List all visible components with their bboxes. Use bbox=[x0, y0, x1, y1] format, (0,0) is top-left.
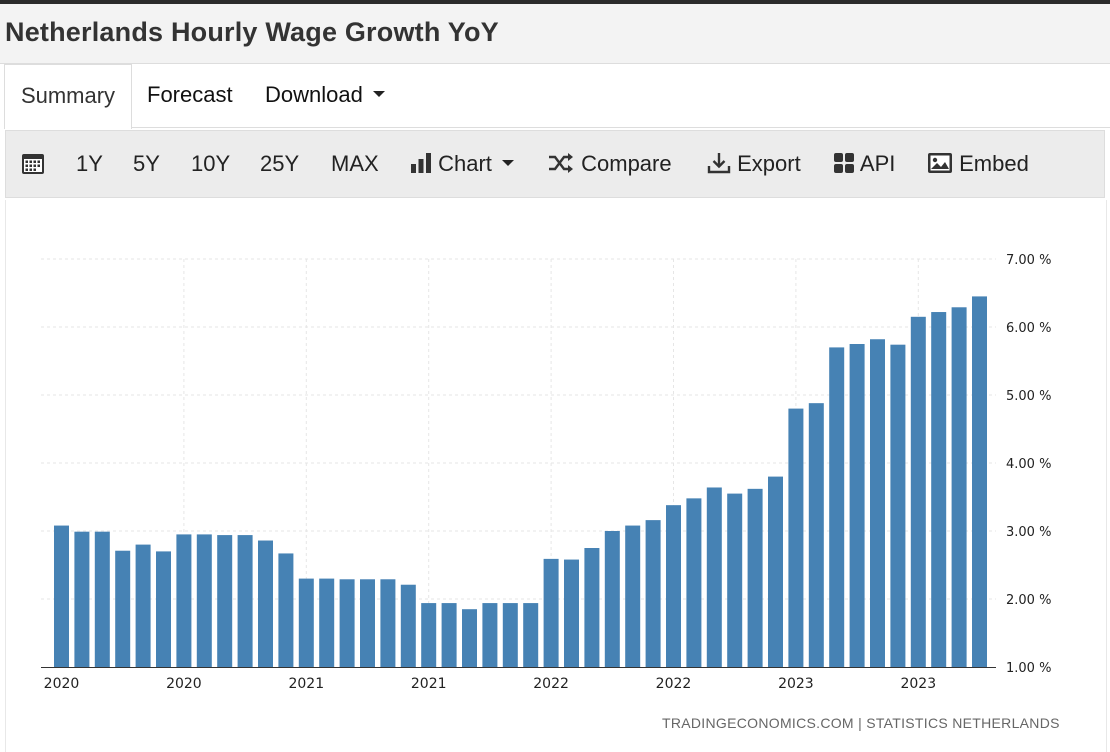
y-tick-label: 3.00 % bbox=[1006, 525, 1051, 540]
image-icon bbox=[928, 153, 952, 174]
bar bbox=[74, 531, 90, 667]
embed-label: Embed bbox=[959, 151, 1029, 176]
x-tick-label: 2023 bbox=[778, 676, 814, 692]
api-label: API bbox=[859, 151, 896, 176]
bar bbox=[951, 307, 967, 667]
bar bbox=[380, 579, 396, 667]
bar bbox=[543, 558, 559, 667]
bar bbox=[421, 603, 437, 667]
bar bbox=[196, 534, 212, 667]
bar bbox=[808, 403, 824, 667]
bar bbox=[523, 603, 539, 667]
export-label: Export bbox=[737, 151, 801, 176]
top-border bbox=[0, 0, 1110, 4]
title-bar: Netherlands Hourly Wage Growth YoY bbox=[0, 4, 1110, 64]
compare-label: Compare bbox=[581, 151, 672, 176]
bar bbox=[400, 584, 416, 667]
bar bbox=[604, 531, 620, 667]
bar bbox=[706, 487, 722, 667]
caret-down-icon bbox=[372, 91, 385, 98]
grid-icon bbox=[834, 153, 854, 174]
tab-forecast[interactable]: Forecast bbox=[147, 82, 233, 107]
download-icon bbox=[707, 153, 731, 174]
bar bbox=[747, 488, 763, 667]
bar bbox=[156, 551, 171, 667]
chart-toolbar: 1Y 5Y 10Y 25Y MAX Chart Compare Export bbox=[5, 130, 1105, 198]
tab-download-label: Download bbox=[265, 82, 363, 107]
range-10y-button[interactable]: 10Y bbox=[191, 151, 231, 176]
calendar-icon bbox=[22, 154, 44, 175]
x-tick-label: 2021 bbox=[411, 676, 447, 692]
chart-area bbox=[5, 200, 1107, 752]
bar bbox=[768, 476, 783, 667]
bar-chart-icon bbox=[411, 153, 431, 174]
source-credit: TRADINGECONOMICS.COM | STATISTICS NETHER… bbox=[662, 715, 1060, 731]
bar bbox=[482, 603, 498, 667]
chart-type-button[interactable]: Chart bbox=[410, 131, 514, 197]
bar bbox=[54, 525, 69, 667]
bar bbox=[258, 540, 273, 667]
bar bbox=[298, 578, 314, 667]
bar bbox=[686, 498, 702, 667]
export-button[interactable]: Export bbox=[707, 131, 801, 197]
y-tick-label: 1.00 % bbox=[1006, 661, 1051, 676]
y-tick-label: 5.00 % bbox=[1006, 389, 1051, 404]
bar bbox=[115, 550, 131, 667]
bar bbox=[625, 525, 641, 667]
bar bbox=[339, 579, 355, 667]
range-25y-button[interactable]: 25Y bbox=[260, 151, 300, 176]
bar bbox=[176, 534, 192, 667]
bar bbox=[135, 544, 151, 667]
bar bbox=[360, 579, 375, 667]
x-tick-label: 2022 bbox=[533, 676, 569, 692]
x-tick-label: 2020 bbox=[166, 676, 202, 692]
tab-summary[interactable]: Summary bbox=[4, 64, 132, 129]
bar bbox=[278, 553, 294, 667]
bar bbox=[237, 535, 253, 667]
y-tick-label: 2.00 % bbox=[1006, 593, 1051, 608]
range-5y-button[interactable]: 5Y bbox=[133, 151, 160, 176]
y-tick-label: 4.00 % bbox=[1006, 457, 1051, 472]
page-title: Netherlands Hourly Wage Growth YoY bbox=[5, 17, 499, 47]
bar bbox=[931, 312, 947, 667]
bar bbox=[890, 344, 906, 667]
bar bbox=[829, 347, 845, 667]
bar bbox=[564, 559, 579, 667]
tab-download[interactable]: Download bbox=[265, 64, 385, 127]
tabs-divider bbox=[131, 127, 1110, 128]
range-max-button[interactable]: MAX bbox=[331, 151, 379, 176]
compare-button[interactable]: Compare bbox=[547, 131, 672, 197]
range-1y-button[interactable]: 1Y bbox=[76, 151, 103, 176]
chart-type-label: Chart bbox=[438, 151, 492, 176]
x-tick-label: 2023 bbox=[900, 676, 936, 692]
embed-button[interactable]: Embed bbox=[927, 131, 1029, 197]
calendar-button[interactable] bbox=[21, 131, 45, 197]
bar bbox=[94, 531, 110, 667]
bar bbox=[972, 296, 987, 667]
bar bbox=[319, 578, 335, 667]
x-tick-label: 2022 bbox=[656, 676, 692, 692]
bar bbox=[727, 493, 743, 667]
tab-bar: Summary Forecast Download bbox=[0, 64, 1110, 129]
bar bbox=[584, 548, 600, 667]
caret-down-icon bbox=[501, 160, 514, 167]
bar bbox=[666, 505, 681, 667]
y-tick-label: 6.00 % bbox=[1006, 321, 1051, 336]
bar bbox=[441, 603, 457, 667]
api-button[interactable]: API bbox=[833, 131, 895, 197]
y-tick-label: 7.00 % bbox=[1006, 253, 1051, 268]
x-tick-label: 2021 bbox=[288, 676, 324, 692]
bar bbox=[502, 603, 518, 667]
bar bbox=[910, 316, 926, 667]
bar bbox=[462, 609, 477, 667]
bar bbox=[217, 535, 233, 667]
bar bbox=[849, 344, 865, 667]
bar bbox=[788, 408, 804, 667]
bar bbox=[645, 520, 661, 667]
shuffle-icon bbox=[549, 153, 573, 174]
x-tick-label: 2020 bbox=[44, 676, 80, 692]
bar bbox=[870, 339, 885, 667]
